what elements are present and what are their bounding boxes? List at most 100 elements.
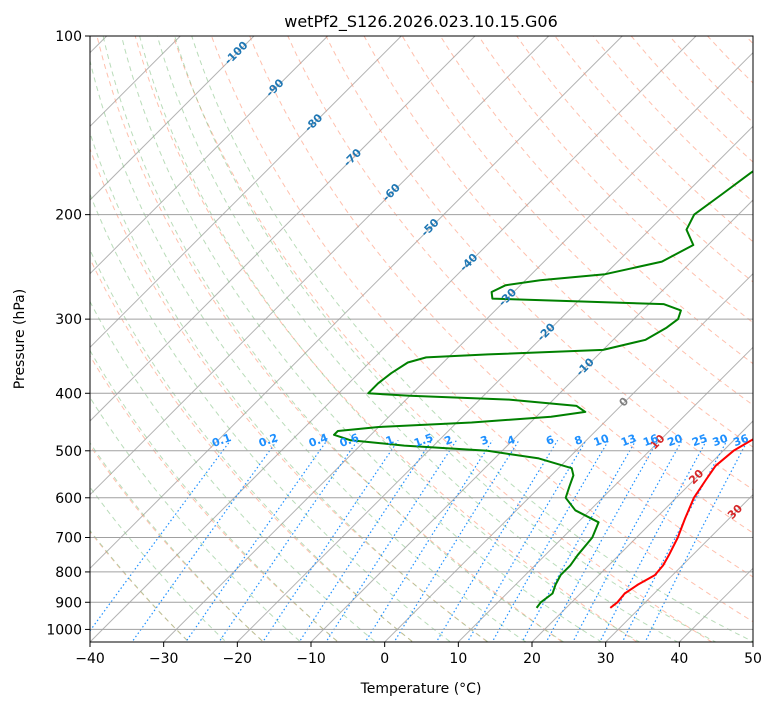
- mixing-ratio-line: [599, 440, 708, 642]
- isotherm-line: [457, 346, 753, 642]
- mixing-ratio-label: 20: [666, 432, 685, 450]
- isobar-gridlines: [90, 36, 753, 630]
- dry-adiabat-line: [249, 36, 753, 578]
- x-tick-label: 30: [597, 651, 615, 667]
- dry-adiabat-line: [401, 36, 753, 406]
- dry-adiabat-line: [90, 257, 414, 642]
- dry-adiabat-line: [439, 36, 753, 365]
- dry-adiabat-line: [134, 36, 638, 642]
- moist-adiabat-line: [90, 529, 190, 642]
- x-tick-label: −20: [223, 651, 253, 667]
- y-tick-label: 500: [55, 444, 82, 460]
- mixing-ratio-line: [90, 439, 232, 632]
- mixing-ratio-label: 2: [443, 433, 455, 448]
- mixing-ratio-line: [325, 439, 458, 642]
- mixing-ratio-label: 1.5: [412, 431, 435, 450]
- isotherm-line: [90, 36, 476, 422]
- moist-adiabat-line: [90, 248, 414, 642]
- mixing-ratio-label: 0.2: [257, 431, 280, 450]
- dry-adiabat-line: [287, 36, 753, 534]
- y-tick-label: 1000: [46, 622, 82, 638]
- isotherm-line: [163, 51, 753, 642]
- x-axis-label: Temperature (°C): [360, 681, 482, 697]
- moist-adiabat-line: [90, 192, 452, 642]
- dry-adiabat-line: [172, 36, 713, 642]
- y-axis-label: Pressure (hPa): [12, 289, 28, 389]
- isotherm-line: [90, 36, 623, 570]
- isotherm-line: [90, 36, 255, 201]
- mixing-ratio-label: 36: [732, 432, 751, 450]
- mixing-ratio-label: 30: [711, 432, 730, 450]
- background-lines: [90, 36, 753, 642]
- y-tick-label: 100: [55, 29, 82, 45]
- isotherm-line: [605, 493, 753, 642]
- moist-adiabat-line: [139, 36, 641, 642]
- mixing-ratio-line: [435, 439, 559, 642]
- mixing-ratio-line: [644, 440, 749, 642]
- isotherm-line: [310, 199, 753, 642]
- isotherm-line: [90, 36, 329, 275]
- y-tick-label: 600: [55, 491, 82, 507]
- mixing-ratio-line: [572, 440, 683, 642]
- dry-adiabat-line: [325, 36, 753, 491]
- y-tick-label: 800: [55, 565, 82, 581]
- x-tick-label: 20: [523, 651, 541, 667]
- mixing-ratio-label: 6: [544, 433, 556, 448]
- mixing-ratio-label: 13: [619, 432, 638, 449]
- y-axis: 100 200 300 400 500 600 700 800 900 1000: [46, 29, 90, 638]
- mixing-ratio-label: 16: [641, 432, 660, 450]
- x-tick-label: 50: [744, 651, 762, 667]
- moist-adiabat-line: [90, 486, 227, 642]
- y-tick-label: 300: [55, 312, 82, 328]
- mixing-ratio-label: 0.6: [338, 431, 361, 450]
- mixing-ratio-label: 1: [384, 433, 396, 448]
- mixing-ratio-label: 10: [592, 432, 611, 450]
- x-axis: −40 −30 −20 −10 0 10 20 30 40 50: [75, 642, 762, 667]
- mixing-ratio-label: 3: [479, 433, 491, 448]
- mixing-ratio-line: [521, 439, 637, 642]
- x-tick-label: 10: [449, 651, 467, 667]
- x-tick-label: 0: [380, 651, 389, 667]
- mixing-ratio-line: [545, 439, 659, 642]
- mixing-ratio-label: 4: [505, 433, 517, 448]
- moist-adiabat-line: [102, 36, 565, 642]
- moist-adiabat-line: [90, 349, 339, 642]
- mixing-ratio-line: [298, 439, 433, 642]
- isotherm-line: [90, 36, 697, 642]
- mixing-ratio-line: [262, 439, 399, 642]
- chart-title: wetPf2_S126.2026.023.10.15.G06: [284, 12, 558, 32]
- moist-adiabat-line: [121, 36, 603, 642]
- x-tick-label: −30: [149, 651, 179, 667]
- y-tick-label: 700: [55, 531, 82, 547]
- moist-adiabat-line: [90, 396, 302, 642]
- y-tick-label: 400: [55, 386, 82, 402]
- dry-adiabat-line: [90, 530, 190, 642]
- x-tick-label: 40: [670, 651, 688, 667]
- isotherm-line: [531, 420, 753, 642]
- dry-adiabat-line: [630, 36, 753, 163]
- temperature-line: [609, 438, 753, 609]
- moist-adiabat-line: [191, 36, 753, 642]
- mixing-ratio-label: 0.4: [307, 431, 330, 450]
- y-tick-label: 900: [55, 595, 82, 611]
- mixing-ratio-label: 0.1: [210, 431, 233, 450]
- x-tick-label: −40: [75, 651, 105, 667]
- moist-adiabat-line: [90, 58, 527, 642]
- dry-adiabat-line: [90, 147, 489, 642]
- dry-adiabat-line: [211, 36, 753, 623]
- dry-adiabat-line: [363, 36, 753, 448]
- dewpoint-line: [333, 170, 753, 609]
- mixing-ratio-label: 25: [690, 432, 709, 449]
- y-tick-label: 200: [55, 208, 82, 224]
- isotherm-line: [90, 36, 550, 496]
- moist-adiabat-line: [90, 300, 377, 642]
- mixing-ratio-line: [218, 439, 359, 642]
- isotherm-line: [236, 125, 753, 642]
- isotherm-line: [384, 272, 753, 642]
- mixing-ratio-label: 8: [573, 433, 585, 448]
- isotherm-line: [90, 36, 402, 349]
- profile-lines: [333, 170, 753, 609]
- moist-adiabat-line: [90, 131, 490, 642]
